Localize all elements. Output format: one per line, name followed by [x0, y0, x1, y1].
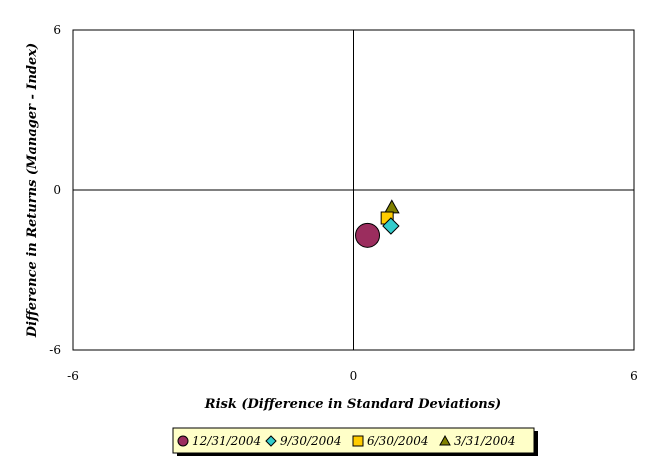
- x-tick-label-right: 6: [630, 369, 638, 383]
- y-tick-label-top: 6: [53, 23, 61, 37]
- data-point-circle: [355, 222, 381, 248]
- data-point-diamond: [382, 217, 400, 235]
- legend-marker-diamond: [265, 435, 277, 447]
- legend-label: 3/31/2004: [454, 434, 516, 448]
- legend-marker-circle: [177, 435, 189, 447]
- x-tick-label-middle: 0: [350, 369, 358, 383]
- data-points: [355, 199, 400, 248]
- y-tick-label-bottom: -6: [49, 343, 61, 357]
- y-tick-label-middle: 0: [53, 183, 61, 197]
- legend: 12/31/2004 9/30/2004 6/30/2004 3/31/2004: [172, 427, 538, 456]
- legend-label: 9/30/2004: [280, 434, 342, 448]
- x-tick-label-left: -6: [67, 369, 79, 383]
- legend-marker-square: [352, 435, 364, 447]
- legend-label: 6/30/2004: [367, 434, 429, 448]
- legend-marker-triangle: [439, 434, 451, 446]
- x-axis-title: Risk (Difference in Standard Deviations): [204, 397, 501, 412]
- legend-label: 12/31/2004: [192, 434, 261, 448]
- y-axis-title: Difference in Returns (Manager - Index): [25, 43, 40, 338]
